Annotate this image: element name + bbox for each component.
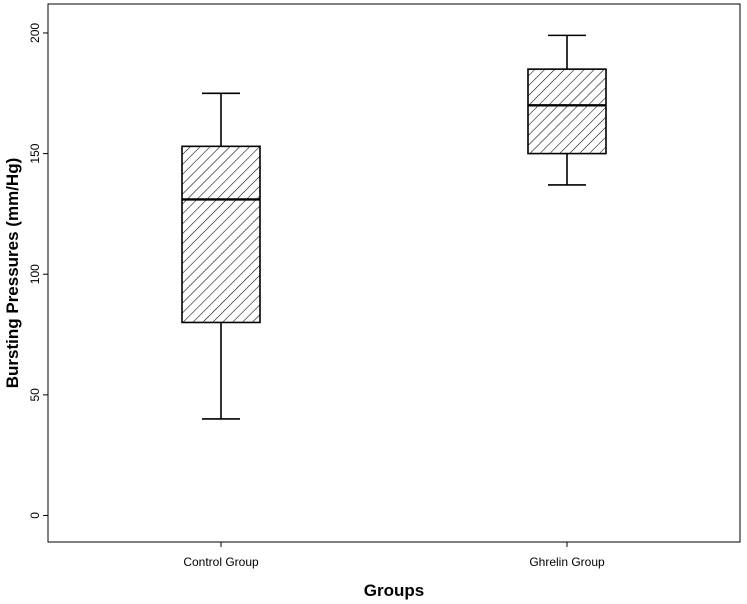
- x-axis: Control Group Ghrelin Group: [183, 542, 605, 569]
- y-axis-title: Bursting Pressures (mm/Hg): [3, 158, 22, 389]
- y-tick-label-0: 0: [28, 512, 42, 519]
- plot-area: [47, 3, 741, 543]
- x-axis-title: Groups: [364, 581, 424, 600]
- x-tick-label-0: Control Group: [183, 555, 259, 569]
- iqr-box-1: [527, 68, 607, 155]
- y-axis: 0 50 100 150 200: [28, 23, 48, 519]
- iqr-box-0: [181, 145, 261, 324]
- box-0: [181, 92, 261, 420]
- box-1: [527, 34, 607, 186]
- y-tick-label-50: 50: [28, 388, 42, 402]
- y-tick-label-100: 100: [28, 264, 42, 284]
- x-tick-label-1: Ghrelin Group: [529, 555, 605, 569]
- box-series: [181, 34, 607, 420]
- y-tick-label-150: 150: [28, 143, 42, 163]
- y-tick-label-200: 200: [28, 23, 42, 43]
